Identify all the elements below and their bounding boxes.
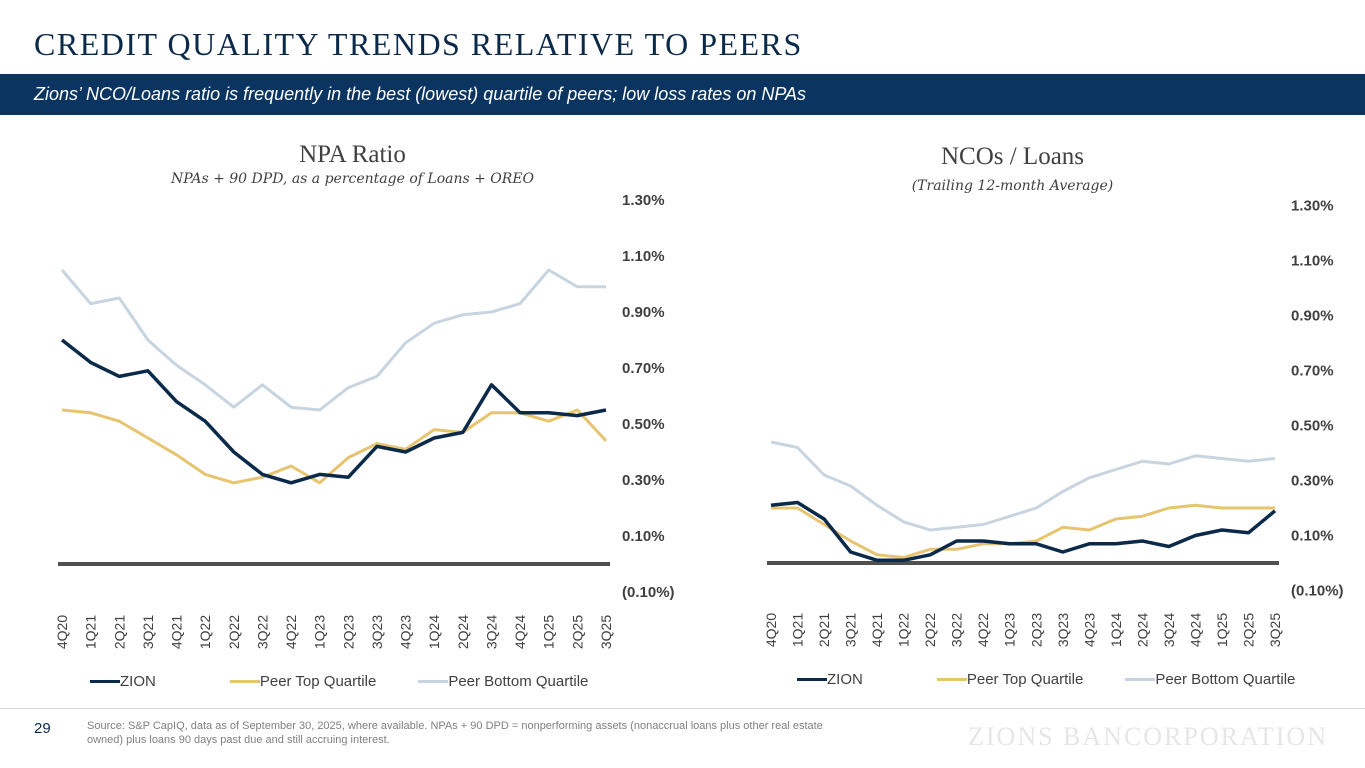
- nco-x-tick-label: 3Q25: [1267, 613, 1283, 647]
- nco-legend: ZION Peer Top Quartile Peer Bottom Quart…: [797, 671, 1337, 688]
- nco-y-tick-label: 0.10%: [1291, 528, 1334, 545]
- nco-x-tick-label: 3Q23: [1055, 613, 1071, 647]
- nco-x-tick-label: 3Q21: [843, 613, 859, 647]
- legend-item-peer-bottom: Peer Bottom Quartile: [418, 673, 588, 690]
- legend-swatch-peer-top: [229, 680, 260, 683]
- legend-item-zion: ZION: [90, 673, 156, 690]
- npa-x-tick-label: 2Q24: [455, 615, 471, 649]
- nco-y-tick-label: 0.30%: [1291, 473, 1334, 490]
- legend-swatch-peer-bottom: [1125, 678, 1156, 681]
- charts-canvas: 1.30% 1.10% 0.90% 0.70% 0.50% 0.30% 0.10% (0.10…: [54, 192, 1344, 649]
- page-title: CREDIT QUALITY TRENDS RELATIVE TO PEERS: [34, 26, 803, 62]
- npa-x-tick-label: 1Q22: [197, 615, 213, 649]
- nco-x-tick-label: 2Q21: [816, 613, 832, 647]
- legend-swatch-peer-top: [936, 678, 967, 681]
- npa-y-tick-label: 1.30%: [622, 192, 665, 209]
- legend-label-peer-bottom: Peer Bottom Quartile: [448, 673, 589, 690]
- npa-x-tick-label: 3Q23: [369, 615, 385, 649]
- nco-x-tick-label: 2Q25: [1240, 613, 1256, 647]
- npa-series-line-zion: [60, 338, 607, 485]
- nco-x-tick-label: 4Q20: [763, 613, 779, 647]
- npa-x-tick-label: 4Q20: [54, 615, 70, 649]
- nco-series-line-peer-bottom: [770, 440, 1276, 532]
- npa-y-tick-label: 0.90%: [622, 304, 665, 321]
- npa-x-tick-label: 4Q22: [283, 615, 299, 649]
- nco-y-tick-label: 0.70%: [1291, 363, 1334, 380]
- npa-y-tick-label: 0.30%: [622, 472, 665, 489]
- npa-x-tick-label: 4Q24: [512, 615, 528, 649]
- npa-x-tick-label: 2Q22: [226, 615, 242, 649]
- legend-item-peer-bottom: Peer Bottom Quartile: [1125, 671, 1295, 688]
- nco-x-tick-label: 3Q22: [949, 613, 965, 647]
- npa-legend: ZION Peer Top Quartile Peer Bottom Quart…: [90, 673, 630, 690]
- nco-chart-subtitle: (Trailing 12-month Average): [911, 178, 1114, 194]
- nco-x-tick-label: 1Q21: [790, 613, 806, 647]
- npa-x-tick-label: 3Q24: [483, 615, 499, 649]
- nco-x-tick-label: 2Q23: [1028, 613, 1044, 647]
- nco-x-tick-label: 2Q22: [922, 613, 938, 647]
- npa-x-tick-label: 1Q23: [312, 615, 328, 649]
- legend-item-zion: ZION: [797, 671, 863, 688]
- npa-x-tick-label: 4Q21: [169, 615, 185, 649]
- npa-x-tick-label: 3Q25: [598, 615, 614, 649]
- nco-x-tick-label: 1Q22: [896, 613, 912, 647]
- npa-x-tick-label: 3Q21: [140, 615, 156, 649]
- page-number: 29: [34, 720, 51, 737]
- npa-x-tick-label: 2Q23: [340, 615, 356, 649]
- npa-x-tick-label: 2Q25: [569, 615, 585, 649]
- nco-x-tick-label: 4Q21: [869, 613, 885, 647]
- npa-chart-subtitle: NPAs + 90 DPD, as a percentage of Loans …: [170, 171, 535, 187]
- legend-label-peer-top: Peer Top Quartile: [259, 673, 377, 690]
- npa-x-tick-label: 1Q24: [426, 615, 442, 649]
- nco-y-tick-label: 0.50%: [1291, 418, 1334, 435]
- nco-x-tick-label: 4Q24: [1187, 613, 1203, 647]
- npa-chart-title: NPA Ratio: [299, 141, 406, 168]
- legend-swatch-zion: [797, 678, 827, 681]
- nco-chart-title: NCOs / Loans: [940, 143, 1085, 170]
- legend-label-zion: ZION: [120, 673, 156, 690]
- nco-x-tick-label: 2Q24: [1134, 613, 1150, 647]
- npa-series-line-peer-bottom: [60, 268, 606, 412]
- nco-y-tick-label: 1.30%: [1291, 198, 1334, 215]
- nco-y-tick-label: 0.90%: [1291, 308, 1334, 325]
- npa-y-tick-label: 1.10%: [622, 248, 665, 265]
- nco-x-tick-label: 3Q24: [1161, 613, 1177, 647]
- banner-text: Zions’ NCO/Loans ratio is frequently in …: [34, 84, 807, 104]
- nco-y-tick-label: 1.10%: [1291, 253, 1334, 270]
- npa-series-line-peer-top: [61, 408, 608, 485]
- npa-y-tick-label: 0.50%: [622, 416, 665, 433]
- legend-swatch-zion: [90, 680, 120, 683]
- nco-x-tick-label: 4Q23: [1081, 613, 1097, 647]
- nco-x-tick-label: 4Q22: [975, 613, 991, 647]
- npa-x-tick-label: 1Q25: [541, 615, 557, 649]
- subtitle-banner: Zions’ NCO/Loans ratio is frequently in …: [0, 74, 1365, 115]
- nco-y-tick-label: (0.10%): [1291, 583, 1344, 600]
- npa-x-tick-label: 2Q21: [111, 615, 127, 649]
- brand-logo: ZIONS BANCORPORATION: [968, 722, 1328, 751]
- nco-x-tick-label: 1Q24: [1108, 613, 1124, 647]
- legend-item-peer-top: Peer Top Quartile: [936, 671, 1084, 688]
- npa-x-tick-label: 3Q22: [254, 615, 270, 649]
- legend-label-peer-bottom: Peer Bottom Quartile: [1155, 671, 1296, 688]
- npa-x-tick-label: 1Q21: [83, 615, 99, 649]
- legend-label-peer-top: Peer Top Quartile: [966, 671, 1084, 688]
- footer-divider: [0, 708, 1365, 709]
- nco-x-tick-label: 1Q25: [1214, 613, 1230, 647]
- npa-y-tick-label: 0.10%: [622, 528, 665, 545]
- npa-y-tick-label: (0.10%): [622, 584, 675, 601]
- npa-x-tick-label: 4Q23: [398, 615, 414, 649]
- npa-y-tick-label: 0.70%: [622, 360, 665, 377]
- legend-item-peer-top: Peer Top Quartile: [229, 673, 377, 690]
- legend-swatch-peer-bottom: [418, 680, 449, 683]
- nco-x-tick-label: 1Q23: [1002, 613, 1018, 647]
- legend-label-zion: ZION: [827, 671, 863, 688]
- source-note: Source: S&P CapIQ, data as of September …: [87, 720, 823, 746]
- nco-series-line-zion: [770, 500, 1277, 563]
